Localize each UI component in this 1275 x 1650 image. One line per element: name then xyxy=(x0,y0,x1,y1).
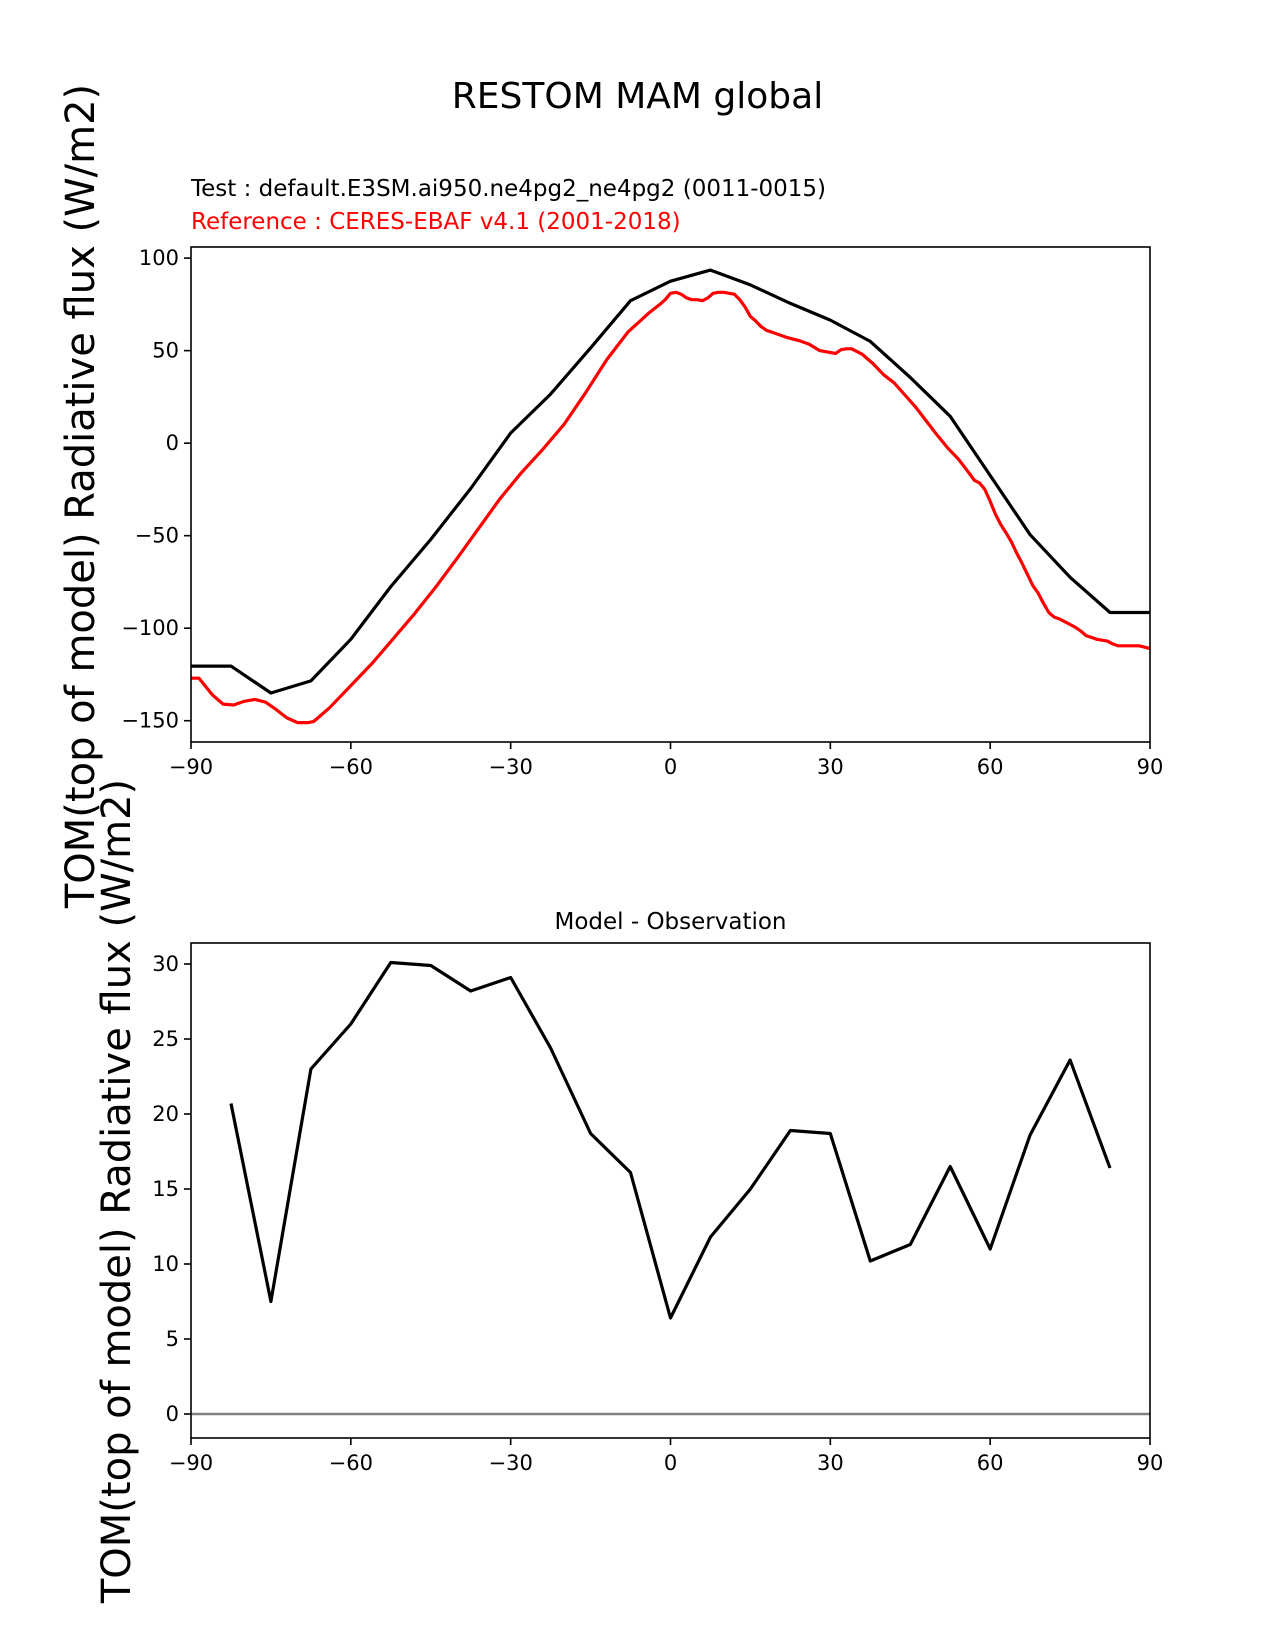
bottom-chart-ytick-label: 15 xyxy=(152,1177,179,1201)
bottom-chart-ticks: −90 −60 −30 0 30 60 90 30 25 20 15 10 5 0 xyxy=(152,952,1163,1475)
top-chart-xtick-label: 60 xyxy=(977,755,1004,779)
bottom-chart-frame xyxy=(190,942,1151,1439)
bottom-chart-ylabel: TOM(top of model) Radiative flux (W/m2) xyxy=(94,779,140,1604)
bottom-chart-ytick-label: 10 xyxy=(152,1252,179,1276)
top-chart-xtick-label: −60 xyxy=(329,755,373,779)
top-chart-lines xyxy=(191,268,1151,725)
top-chart-xtick-label: 30 xyxy=(817,755,844,779)
bottom-chart-xtick-label: −60 xyxy=(329,1451,373,1475)
legend-test-label: Test : default.E3SM.ai950.ne4pg2_ne4pg2 … xyxy=(190,176,826,202)
bottom-chart-ytick-label: 0 xyxy=(166,1402,179,1426)
top-chart-ytick-label: 50 xyxy=(152,339,179,363)
bottom-chart-xtick-label: 60 xyxy=(977,1451,1004,1475)
top-chart-frame xyxy=(190,246,1151,743)
top-chart-ticks: −90 −60 −30 0 30 60 90 100 50 0 −50 −100 −150 xyxy=(121,246,1163,779)
top-chart-ylabel: TOM(top of model) Radiative flux (W/m2) xyxy=(58,84,104,909)
figure-title: RESTOM MAM global xyxy=(452,76,823,117)
bottom-chart-xtick-label: −90 xyxy=(169,1451,213,1475)
bottom-chart-xtick-label: 30 xyxy=(817,1451,844,1475)
top-chart-ytick-label: 0 xyxy=(166,431,179,455)
top-chart-xtick-label: 0 xyxy=(664,755,677,779)
bottom-chart-xtick-label: 90 xyxy=(1137,1451,1164,1475)
top-chart-ytick-label: −100 xyxy=(121,616,179,640)
bottom-chart: Model - Observation −90 −60 −30 0 30 60 90 30 25… xyxy=(94,779,1163,1604)
bottom-chart-ytick-label: 20 xyxy=(152,1102,179,1126)
reference-series-line xyxy=(191,290,1151,725)
legend-reference-label: Reference : CERES-EBAF v4.1 (2001-2018) xyxy=(191,209,681,235)
top-chart-xtick-label: −90 xyxy=(169,755,213,779)
top-chart: Test : default.E3SM.ai950.ne4pg2_ne4pg2 … xyxy=(58,84,1163,909)
bottom-chart-ytick-label: 5 xyxy=(166,1327,179,1351)
top-chart-xtick-label: 90 xyxy=(1137,755,1164,779)
bottom-chart-xtick-label: −30 xyxy=(489,1451,533,1475)
bottom-chart-lines xyxy=(191,960,1150,1416)
bottom-chart-ytick-label: 30 xyxy=(152,952,179,976)
test-series-line xyxy=(191,268,1150,695)
difference-series-line xyxy=(229,960,1112,1320)
top-chart-ytick-label: −150 xyxy=(121,709,179,733)
top-chart-xtick-label: −30 xyxy=(489,755,533,779)
bottom-chart-ytick-label: 25 xyxy=(152,1027,179,1051)
top-chart-ytick-label: 100 xyxy=(139,246,179,270)
top-chart-ytick-label: −50 xyxy=(135,524,179,548)
bottom-chart-xtick-label: 0 xyxy=(664,1451,677,1475)
bottom-chart-title: Model - Observation xyxy=(554,909,786,935)
